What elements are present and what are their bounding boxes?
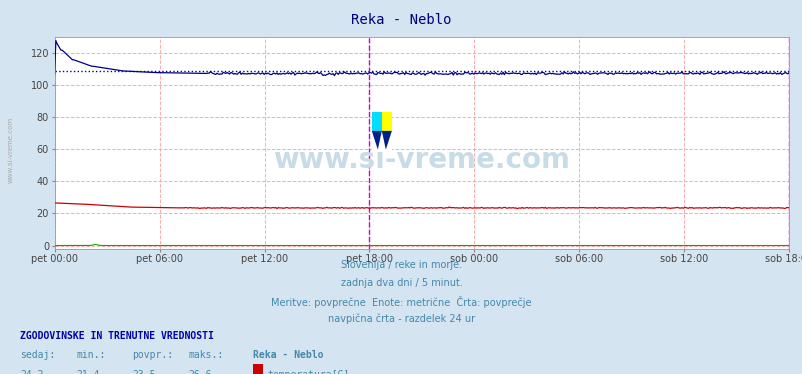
Text: zadnja dva dni / 5 minut.: zadnja dva dni / 5 minut. — [340, 278, 462, 288]
Text: www.si-vreme.com: www.si-vreme.com — [273, 146, 569, 174]
Text: Reka - Neblo: Reka - Neblo — [253, 350, 323, 361]
Text: Meritve: povprečne  Enote: metrične  Črta: povprečje: Meritve: povprečne Enote: metrične Črta:… — [271, 296, 531, 308]
Text: www.si-vreme.com: www.si-vreme.com — [7, 117, 14, 183]
Text: Reka - Neblo: Reka - Neblo — [350, 13, 452, 27]
Text: povpr.:: povpr.: — [132, 350, 173, 361]
Polygon shape — [371, 131, 382, 150]
Text: min.:: min.: — [76, 350, 106, 361]
Text: maks.:: maks.: — [188, 350, 224, 361]
Bar — [371, 112, 382, 131]
Text: navpična črta - razdelek 24 ur: navpična črta - razdelek 24 ur — [327, 314, 475, 324]
Text: 26,6: 26,6 — [188, 370, 212, 374]
Polygon shape — [382, 131, 391, 150]
Text: 23,5: 23,5 — [132, 370, 156, 374]
Bar — [382, 112, 391, 131]
Text: Slovenija / reke in morje.: Slovenija / reke in morje. — [341, 260, 461, 270]
Text: sedaj:: sedaj: — [20, 350, 55, 361]
Text: ZGODOVINSKE IN TRENUTNE VREDNOSTI: ZGODOVINSKE IN TRENUTNE VREDNOSTI — [20, 331, 213, 341]
Text: 24,2: 24,2 — [20, 370, 43, 374]
Text: 21,4: 21,4 — [76, 370, 99, 374]
Text: temperatura[C]: temperatura[C] — [267, 370, 349, 374]
